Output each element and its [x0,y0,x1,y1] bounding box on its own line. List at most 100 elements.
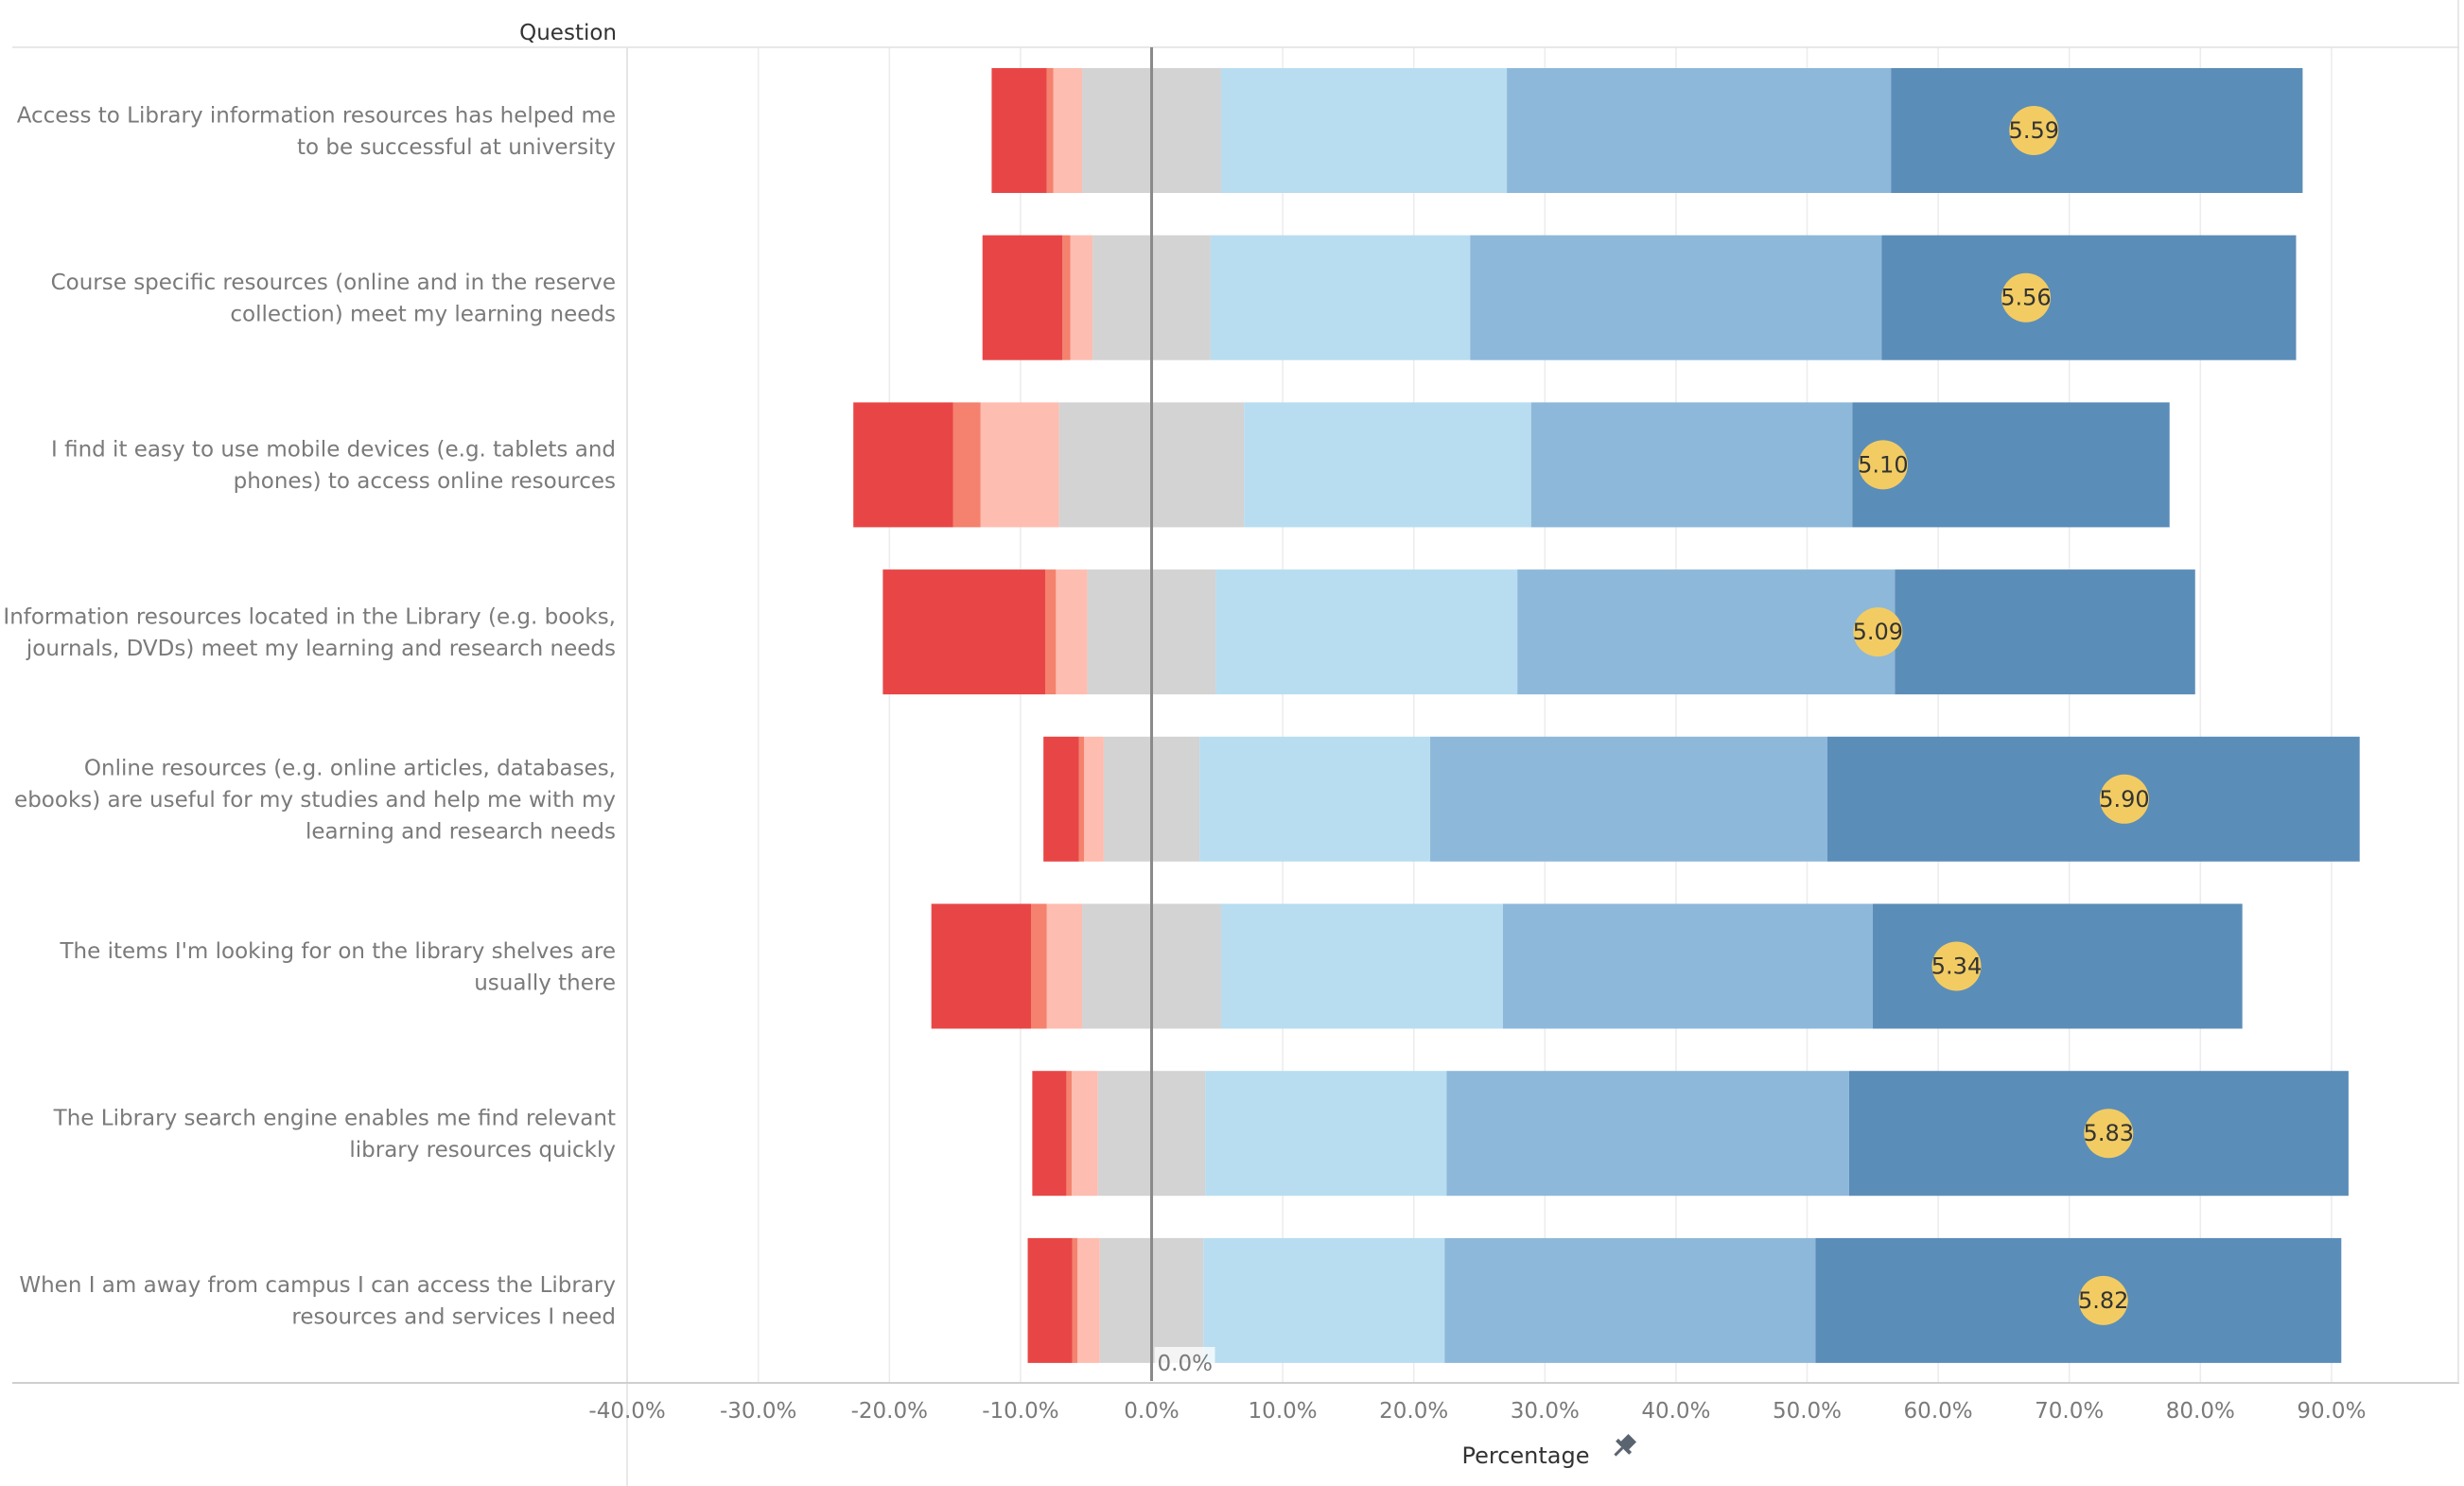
bar-segment-pos3 [1815,1237,2342,1363]
x-tick-label: 0.0% [1124,1399,1179,1424]
bar-segment-pos3 [1891,68,2303,193]
mean-score-label: 5.83 [2084,1120,2134,1146]
x-tick-label: 60.0% [1904,1399,1973,1424]
bar-segment-pos3 [1826,736,2360,862]
x-tick-label: -10.0% [982,1399,1058,1424]
bar-segment-pos1 [1199,736,1431,862]
bar-segment-neg3 [1043,736,1079,862]
bar-segment-neg1 [1077,1237,1100,1363]
bar-segment-neg2 [1062,235,1071,360]
bar-segment-neg3 [1032,1071,1067,1197]
mean-score-label: 5.82 [2078,1287,2128,1314]
mean-score-marker [2099,774,2149,824]
bar-segment-neg3 [882,569,1046,695]
mean-score-label: 5.34 [1931,953,1982,980]
bar-segment-pos1 [1220,903,1503,1029]
x-tick-label: 40.0% [1641,1399,1710,1424]
bar-segment-pos1 [1210,235,1471,360]
mean-score-marker [2009,106,2059,155]
bar-segment-neg3 [1027,1237,1073,1363]
bar-segment-pos2 [1470,235,1882,360]
bar-segment-pos2 [1430,736,1827,862]
mean-score-label: 5.90 [2099,786,2149,813]
row-label: ebooks) are useful for my studies and he… [14,788,616,813]
row-label: library resources quickly [349,1138,616,1163]
bar-segment-neg1 [1071,1071,1098,1197]
mean-score-marker [1931,941,1982,991]
row-label: When I am away from campus I can access … [19,1273,616,1298]
bar-segment-neg3 [982,235,1063,360]
bar-segment-pos3 [1881,235,2297,360]
row-label: Course specific resources (online and in… [51,271,616,295]
mean-score-marker [2078,1275,2128,1325]
pin-icon[interactable] [1608,1431,1639,1462]
row-label: resources and services I need [291,1305,616,1330]
mean-score-label: 5.10 [1858,451,1908,478]
zero-annotation: 0.0% [1158,1352,1213,1376]
x-tick-label: 10.0% [1249,1399,1318,1424]
bar-segment-neg1 [1070,235,1093,360]
x-tick-label: 90.0% [2297,1399,2366,1424]
x-tick-label: -20.0% [851,1399,928,1424]
mean-score-markers: 5.59 5.56 5.10 5.09 5.90 5.34 5.83 5.82 [1853,106,2150,1325]
bar-segment-neg2 [1066,1071,1072,1197]
bar-segment-pos1 [1220,68,1508,193]
bar-segment-neg1 [1056,569,1088,695]
mean-score-marker [2084,1109,2134,1159]
row-label: Information resources located in the Lib… [3,604,616,629]
mean-score-marker [1858,440,1908,490]
x-tick-label: -40.0% [588,1399,665,1424]
row-label: collection) meet my learning needs [230,302,616,326]
mean-score-label: 5.09 [1853,619,1903,645]
row-label: Access to Library information resources … [17,103,616,128]
bar-segment-pos2 [1502,903,1873,1029]
bars [853,68,2360,1363]
bar-segment-neg1 [980,402,1059,528]
row-header-label: Question [519,21,617,45]
x-tick-label: 50.0% [1773,1399,1842,1424]
row-labels: Access to Library information resources … [3,103,616,1329]
x-axis-title: Percentage [1461,1442,1589,1469]
x-tick-label: 80.0% [2166,1399,2235,1424]
mean-score-label: 5.56 [2001,285,2051,311]
row-label: The Library search engine enables me fin… [53,1106,616,1130]
row-label: to be successful at university [297,135,616,160]
bar-segment-neg3 [931,903,1031,1029]
x-tick-label: 70.0% [2035,1399,2104,1424]
bar-segment-pos1 [1244,402,1531,528]
bar-segment-neg2 [1046,68,1054,193]
bar-segment-pos2 [1517,569,1896,695]
bar-segment-neg2 [1030,903,1047,1029]
row-label: Online resources (e.g. online articles, … [84,756,616,780]
chart-frame [12,0,2459,1486]
bar-segment-pos3 [1895,569,2195,695]
row-label: I find it easy to use mobile devices (e.… [51,438,616,463]
bar-segment-pos2 [1530,402,1853,528]
bar-segment-neg2 [952,402,981,528]
zero-annotation-box [1154,1347,1215,1379]
bar-segment-neg2 [1045,569,1057,695]
mean-score-marker [2001,272,2051,323]
row-label: The items I'm looking for on the library… [59,939,616,964]
x-tick-label: -30.0% [720,1399,796,1424]
zero-line-layer: 0.0% [1150,47,1215,1381]
bar-segment-neg2 [1072,1237,1078,1363]
mean-score-marker [1853,607,1903,657]
x-tick-label: 20.0% [1379,1399,1448,1424]
bar-segment-neg1 [1084,736,1104,862]
mean-score-label: 5.59 [2009,117,2059,144]
row-label: usually there [474,970,616,995]
x-axis-ticks: -40.0% -30.0% -20.0% -10.0% 0.0% 10.0% 20.0% 30… [588,1399,2366,1424]
bar-segment-pos1 [1215,569,1518,695]
bar-segment-pos1 [1203,1237,1445,1363]
bar-segment-neg1 [1053,68,1083,193]
bar-segment-pos1 [1205,1071,1447,1197]
row-label: journals, DVDs) meet my learning and res… [26,637,616,661]
bar-segment-pos2 [1444,1237,1816,1363]
row-label: learning and research needs [306,819,616,844]
bar-segment-pos2 [1446,1071,1849,1197]
bar-segment-neg1 [1046,903,1083,1029]
row-label: phones) to access online resources [234,469,616,494]
bar-segment-pos3 [1872,903,2243,1029]
